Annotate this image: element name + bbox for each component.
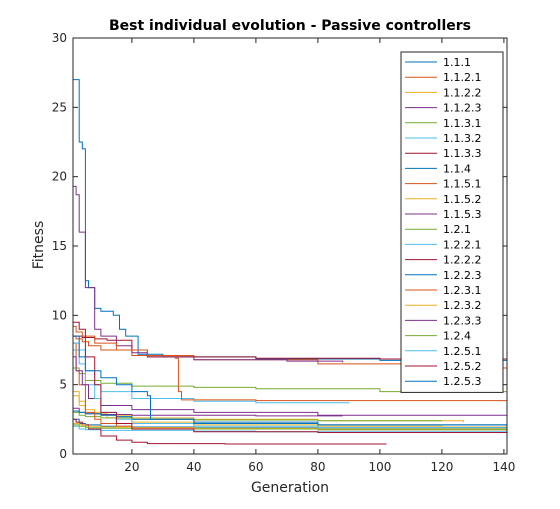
- series-line-1.2.5.3: [73, 335, 508, 427]
- y-tick-label: 20: [52, 170, 67, 184]
- x-tick-label: 140: [492, 460, 515, 474]
- x-tick-label: 120: [430, 460, 453, 474]
- legend-entry-label: 1.1.2.3: [443, 102, 481, 115]
- legend-entry-label: 1.2.3.1: [443, 284, 481, 297]
- y-tick-label: 15: [52, 239, 67, 253]
- legend-entry-label: 1.1.2.2: [443, 86, 481, 99]
- x-tick-label: 80: [310, 460, 325, 474]
- y-axis-label: Fitness: [31, 221, 47, 270]
- x-tick-label: 20: [124, 460, 139, 474]
- legend-entry-label: 1.2.3.2: [443, 299, 481, 312]
- x-tick-label: 100: [368, 460, 391, 474]
- legend-entry-label: 1.1.4: [443, 162, 471, 175]
- x-tick-label: 40: [186, 460, 201, 474]
- legend-entry-label: 1.2.5.2: [443, 360, 481, 373]
- series-line-1.1.2.3: [73, 185, 344, 363]
- legend-entry-label: 1.2.2.3: [443, 269, 481, 282]
- y-tick-label: 30: [52, 31, 67, 45]
- legend-entry-label: 1.2.5.3: [443, 375, 481, 388]
- legend-entry-label: 1.2.3.3: [443, 314, 481, 327]
- legend-entry-label: 1.1.1: [443, 56, 471, 69]
- legend-entry-label: 1.2.5.1: [443, 345, 481, 358]
- y-tick-label: 10: [52, 308, 67, 322]
- legend-entry-label: 1.1.3.3: [443, 147, 481, 160]
- legend-entry-label: 1.1.5.2: [443, 193, 481, 206]
- y-tick-label: 25: [52, 100, 67, 114]
- y-tick-label: 0: [59, 447, 67, 461]
- legend-entry-label: 1.1.5.3: [443, 208, 481, 221]
- x-tick-label: 60: [248, 460, 263, 474]
- legend-entry-label: 1.2.1: [443, 223, 471, 236]
- legend-entry-label: 1.1.5.1: [443, 178, 481, 191]
- series-layer: [73, 79, 508, 445]
- x-axis-label: Generation: [251, 480, 329, 496]
- legend-entry-label: 1.1.2.1: [443, 71, 481, 84]
- series-line-1.2.4: [73, 424, 507, 431]
- legend-entry-label: 1.1.3.2: [443, 132, 481, 145]
- series-line-1.2.2.3: [73, 410, 508, 427]
- legend-entry-label: 1.2.2.1: [443, 238, 481, 251]
- legend-entry-label: 1.1.3.1: [443, 117, 481, 130]
- legend-entry-label: 1.2.2.2: [443, 254, 481, 267]
- series-line-1.2.2.2: [73, 418, 387, 445]
- y-tick-label: 5: [59, 378, 67, 392]
- chart-title: Best individual evolution - Passive cont…: [109, 18, 471, 34]
- series-line-1.1.5.1: [73, 325, 507, 402]
- legend-entry-label: 1.2.4: [443, 330, 471, 343]
- legend: 1.1.1 1.1.2.1 1.1.2.2 1.1.2.3 1.1.3.1 1.1.3.2…: [400, 51, 504, 393]
- series-line-1.1.3.3: [73, 335, 508, 360]
- series-line-1.2.5.2: [73, 321, 508, 434]
- ticks-layer: 20 40 60 80 100 120 140 0 5 10 15 20 25 30: [52, 31, 516, 474]
